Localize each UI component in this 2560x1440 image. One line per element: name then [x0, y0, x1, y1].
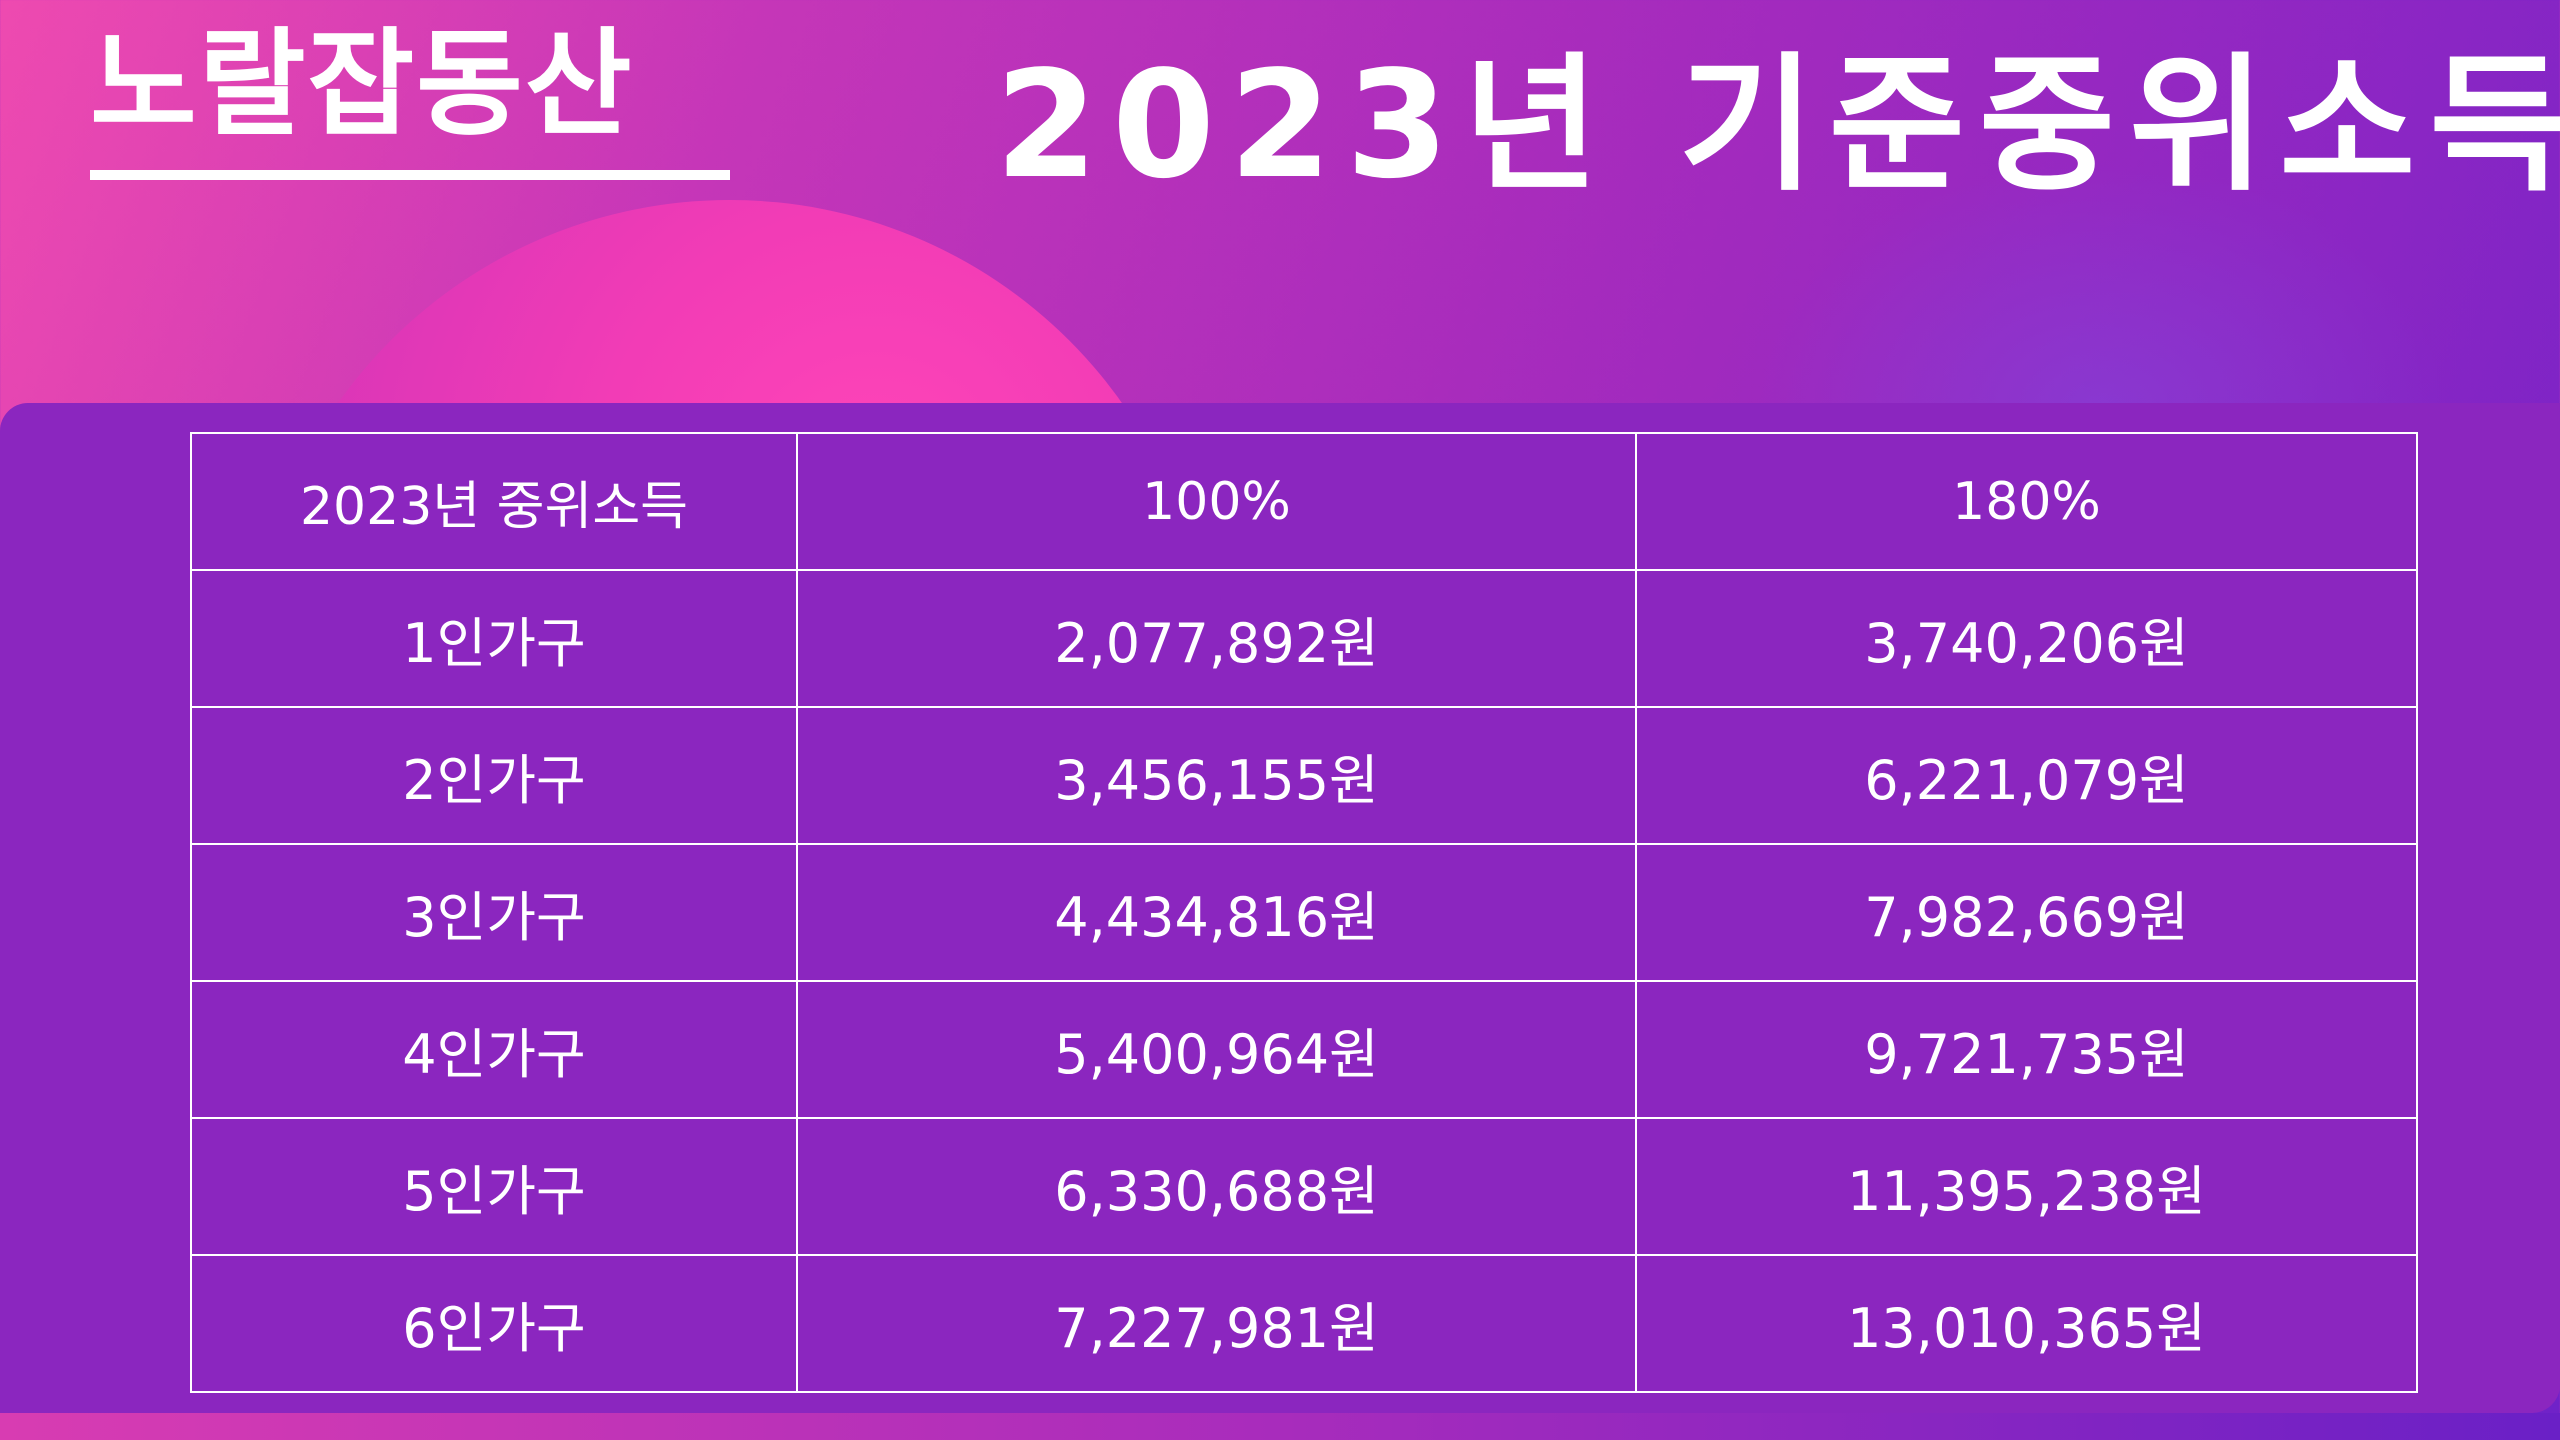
table-row: 4인가구 5,400,964원 9,721,735원	[190, 980, 2418, 1119]
header-cell-180: 180%	[1635, 432, 2418, 571]
income-100-cell: 4,434,816원	[796, 843, 1637, 982]
household-cell: 3인가구	[190, 843, 798, 982]
page-title: 2023년 기준중위소득	[995, 39, 2560, 211]
table-row: 6인가구 7,227,981원 13,010,365원	[190, 1254, 2418, 1393]
income-100-cell: 3,456,155원	[796, 706, 1637, 845]
table-header-row: 2023년 중위소득 100% 180%	[190, 432, 2418, 571]
household-cell: 6인가구	[190, 1254, 798, 1393]
income-100-cell: 5,400,964원	[796, 980, 1637, 1119]
table-row: 2인가구 3,456,155원 6,221,079원	[190, 706, 2418, 845]
table-row: 5인가구 6,330,688원 11,395,238원	[190, 1117, 2418, 1256]
income-180-cell: 7,982,669원	[1635, 843, 2418, 982]
income-180-cell: 11,395,238원	[1635, 1117, 2418, 1256]
household-cell: 4인가구	[190, 980, 798, 1119]
income-100-cell: 7,227,981원	[796, 1254, 1637, 1393]
header-cell-category: 2023년 중위소득	[190, 432, 798, 571]
income-180-cell: 13,010,365원	[1635, 1254, 2418, 1393]
income-180-cell: 6,221,079원	[1635, 706, 2418, 845]
table-row: 3인가구 4,434,816원 7,982,669원	[190, 843, 2418, 982]
table-row: 1인가구 2,077,892원 3,740,206원	[190, 569, 2418, 708]
household-cell: 2인가구	[190, 706, 798, 845]
income-100-cell: 2,077,892원	[796, 569, 1637, 708]
household-cell: 1인가구	[190, 569, 798, 708]
brand-logo: 노랄잡동산	[90, 10, 730, 180]
bottom-strip	[0, 1413, 2560, 1440]
income-180-cell: 9,721,735원	[1635, 980, 2418, 1119]
household-cell: 5인가구	[190, 1117, 798, 1256]
income-180-cell: 3,740,206원	[1635, 569, 2418, 708]
income-100-cell: 6,330,688원	[796, 1117, 1637, 1256]
header-cell-100: 100%	[796, 432, 1637, 571]
median-income-table: 2023년 중위소득 100% 180% 1인가구 2,077,892원 3,7…	[190, 432, 2418, 1393]
